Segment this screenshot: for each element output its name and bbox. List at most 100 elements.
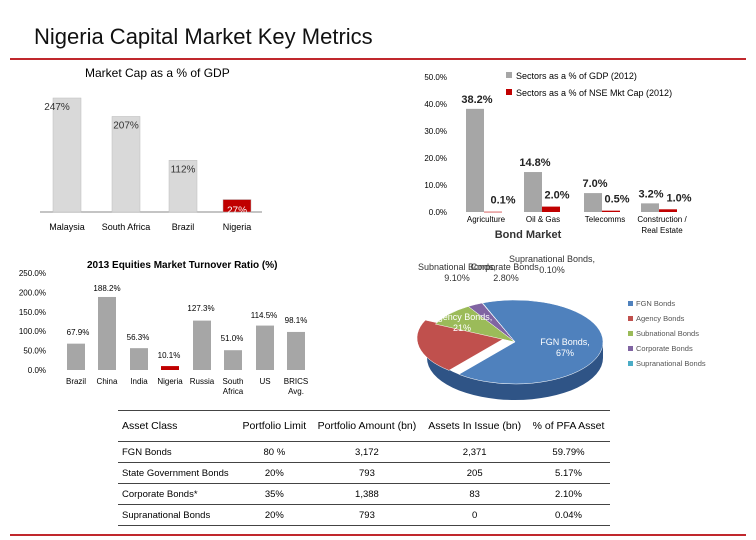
sector-gdp-data-label: 3.2% <box>638 188 663 200</box>
bond-pie-data-label: Agency Bonds, 21% <box>432 312 493 333</box>
turnover-tick-label: US <box>259 377 270 386</box>
bond-legend-swatch <box>628 316 633 321</box>
bond-legend-swatch <box>628 301 633 306</box>
page-title: Nigeria Capital Market Key Metrics <box>34 24 373 49</box>
bond-legend-label: FGN Bonds <box>636 299 675 308</box>
turnover-ytick-label: 0.0% <box>28 366 46 375</box>
legend-label-nse: Sectors as a % of NSE Mkt Cap (2012) <box>516 88 672 98</box>
sector-gdp-data-label: 7.0% <box>582 178 607 190</box>
sector-gdp-bar <box>641 203 659 212</box>
bond-legend-swatch <box>628 331 633 336</box>
table-cell: 2,371 <box>422 441 528 463</box>
sector-ytick-label: 50.0% <box>424 73 447 82</box>
footer-divider <box>10 534 746 536</box>
table-cell: 80 % <box>237 441 312 463</box>
turnover-data-label: 114.5% <box>251 311 278 320</box>
turnover-data-label: 67.9% <box>67 328 90 337</box>
turnover-bar <box>256 325 274 370</box>
table-cell: 3,172 <box>311 441 423 463</box>
sector-nse-bar <box>542 206 560 212</box>
table-cell: 2.10% <box>527 483 610 505</box>
sector-gdp-bar <box>584 193 602 212</box>
bond-pie-data-label: Supranational Bonds, 0.10% <box>509 254 595 275</box>
bond-legend-label: Supranational Bonds <box>636 359 706 368</box>
bond-chart-title: Bond Market <box>495 229 562 241</box>
bond-legend-label: Agency Bonds <box>636 314 685 323</box>
marketcap-tick-label: Brazil <box>172 222 195 232</box>
table-cell: 205 <box>422 462 528 484</box>
table-cell: 5.17% <box>527 462 610 484</box>
marketcap-data-label: 27% <box>227 206 247 217</box>
sector-nse-bar <box>484 211 502 213</box>
marketcap-data-label: 112% <box>171 164 196 175</box>
table-cell: State Government Bonds <box>118 462 238 484</box>
turnover-chart-title: 2013 Equities Market Turnover Ratio (%) <box>87 260 277 271</box>
bond-pie-side <box>427 342 603 400</box>
bond-legend-label: Subnational Bonds <box>636 329 699 338</box>
table-cell: 35% <box>237 483 312 505</box>
sector-gdp-data-label: 38.2% <box>461 94 492 106</box>
table-row: FGN Bonds 80 % 3,172 2,371 59.79% <box>118 441 610 463</box>
marketcap-data-label: 207% <box>113 120 139 131</box>
turnover-ytick-label: 150.0% <box>19 308 46 317</box>
turnover-tick-label: China <box>97 377 118 386</box>
turnover-ytick-label: 200.0% <box>19 288 46 297</box>
sector-tick-label: Oil & Gas <box>526 215 560 224</box>
turnover-data-label: 127.3% <box>187 304 214 313</box>
table-header-cell: Portfolio Limit <box>237 410 312 442</box>
marketcap-tick-label: Malaysia <box>49 222 85 232</box>
bond-legend-label: Corporate Bonds <box>636 344 693 353</box>
turnover-bar <box>161 366 179 370</box>
sector-tick-label: Construction / Real Estate <box>637 215 687 235</box>
turnover-bar <box>224 350 242 370</box>
turnover-tick-label: Russia <box>190 377 215 386</box>
turnover-tick-label: BRICS Avg. <box>284 377 308 396</box>
turnover-tick-label: Brazil <box>66 377 86 386</box>
table-cell: 0.04% <box>527 504 610 526</box>
bond-legend-swatch <box>628 361 633 366</box>
pfa-asset-table: Asset Class Portfolio Limit Portfolio Amou… <box>118 410 610 526</box>
marketcap-data-label: 247% <box>44 102 70 113</box>
table-cell: 20% <box>237 462 312 484</box>
table-header-cell: % of PFA Asset <box>527 410 610 442</box>
table-cell: 20% <box>237 504 312 526</box>
table-cell: Corporate Bonds* <box>118 483 238 505</box>
table-cell: 83 <box>422 483 528 505</box>
bond-pie-slice <box>458 299 604 385</box>
bond-pie-data-label: FGN Bonds, 67% <box>540 337 590 358</box>
table-header-cell: Asset Class <box>118 410 238 442</box>
sector-nse-bar <box>659 209 677 212</box>
turnover-tick-label: Nigeria <box>157 377 183 386</box>
sector-ytick-label: 0.0% <box>429 208 447 217</box>
bond-pie-data-label: Subnational Bonds, 9.10% <box>418 262 496 283</box>
marketcap-chart-title: Market Cap as a % of GDP <box>85 66 230 80</box>
marketcap-bar <box>111 116 141 213</box>
sector-nse-data-label: 2.0% <box>544 190 569 202</box>
table-header-row: Asset Class Portfolio Limit Portfolio Amou… <box>118 410 610 442</box>
turnover-data-label: 56.3% <box>127 333 150 342</box>
turnover-ytick-label: 100.0% <box>19 327 46 336</box>
turnover-ytick-label: 250.0% <box>19 269 46 278</box>
turnover-bar <box>287 331 305 370</box>
turnover-data-label: 98.1% <box>285 316 308 325</box>
turnover-bar <box>98 296 116 370</box>
marketcap-tick-label: South Africa <box>102 222 151 232</box>
turnover-data-label: 188.2% <box>93 284 120 293</box>
sector-ytick-label: 40.0% <box>424 100 447 109</box>
turnover-ytick-label: 50.0% <box>23 347 46 356</box>
table-cell: 0 <box>422 504 528 526</box>
table-cell: Supranational Bonds <box>118 504 238 526</box>
legend-swatch-gdp <box>506 72 512 78</box>
bond-pie-slice <box>481 302 516 343</box>
marketcap-bar <box>52 97 82 213</box>
table-row: State Government Bonds 20% 793 205 5.17% <box>118 462 610 484</box>
turnover-bar <box>193 320 211 370</box>
sector-nse-data-label: 0.5% <box>604 194 629 206</box>
table-header-cell: Assets In Issue (bn) <box>422 410 528 442</box>
table-cell: 1,388 <box>311 483 423 505</box>
legend-label-gdp: Sectors as a % of GDP (2012) <box>516 71 637 81</box>
marketcap-bar <box>222 199 252 213</box>
sector-ytick-label: 20.0% <box>424 154 447 163</box>
turnover-tick-label: India <box>130 377 148 386</box>
turnover-tick-label: South Africa <box>223 377 244 396</box>
